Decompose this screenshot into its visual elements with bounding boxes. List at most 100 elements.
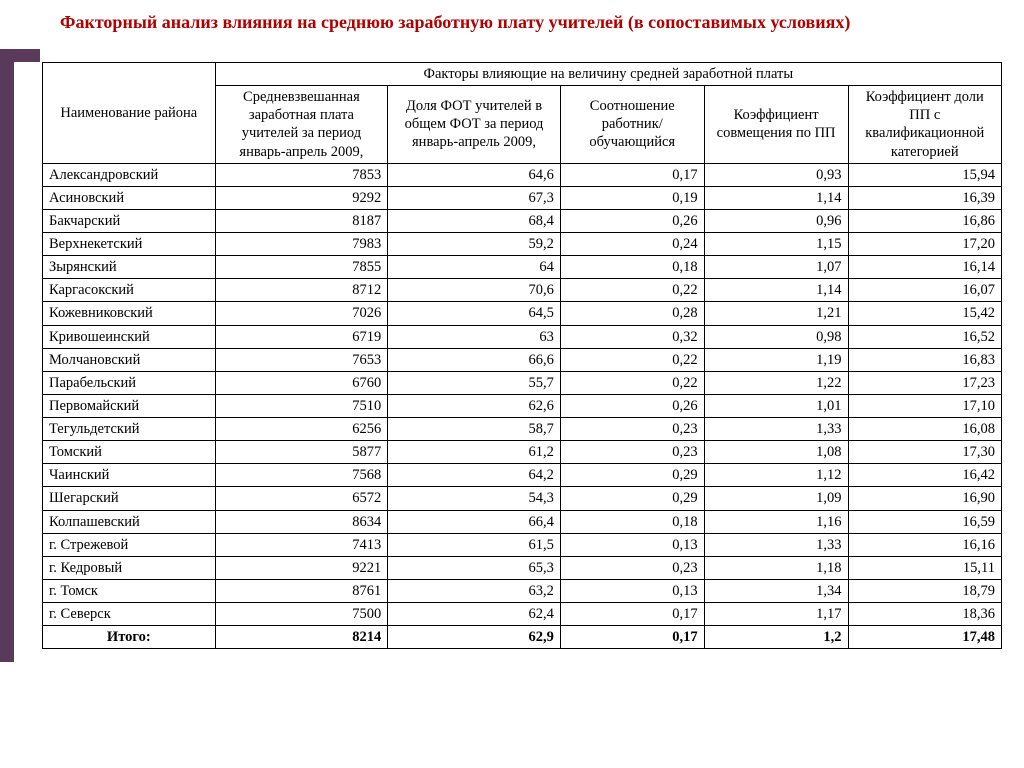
accent-bar-left <box>0 62 14 662</box>
cell-c1: 5877 <box>215 441 388 464</box>
cell-total-c2: 62,9 <box>388 626 561 649</box>
cell-name: Зырянский <box>43 256 216 279</box>
th-factors-group: Факторы влияющие на величину средней зар… <box>215 63 1001 86</box>
table-row: Асиновский929267,30,191,1416,39 <box>43 186 1002 209</box>
cell-c1: 8187 <box>215 209 388 232</box>
cell-c3: 0,13 <box>560 533 704 556</box>
cell-total-c3: 0,17 <box>560 626 704 649</box>
cell-c4: 1,33 <box>704 533 848 556</box>
cell-c5: 15,94 <box>848 163 1001 186</box>
cell-name: Кривошеинский <box>43 325 216 348</box>
cell-c2: 62,4 <box>388 603 561 626</box>
cell-c2: 54,3 <box>388 487 561 510</box>
cell-c4: 1,18 <box>704 556 848 579</box>
cell-name: Каргасокский <box>43 279 216 302</box>
cell-c4: 1,14 <box>704 279 848 302</box>
cell-c4: 1,01 <box>704 394 848 417</box>
cell-c5: 16,42 <box>848 464 1001 487</box>
cell-c3: 0,22 <box>560 371 704 394</box>
table-row: г. Северск750062,40,171,1718,36 <box>43 603 1002 626</box>
cell-c3: 0,17 <box>560 163 704 186</box>
cell-c5: 18,79 <box>848 579 1001 602</box>
cell-c5: 17,20 <box>848 233 1001 256</box>
cell-c2: 61,5 <box>388 533 561 556</box>
cell-c5: 18,36 <box>848 603 1001 626</box>
cell-c2: 63 <box>388 325 561 348</box>
cell-name: Асиновский <box>43 186 216 209</box>
th-col3: Соотношение работник/обучающийся <box>560 86 704 164</box>
cell-c4: 1,16 <box>704 510 848 533</box>
cell-c2: 66,4 <box>388 510 561 533</box>
cell-c1: 8712 <box>215 279 388 302</box>
cell-c2: 65,3 <box>388 556 561 579</box>
table-row: Томский587761,20,231,0817,30 <box>43 441 1002 464</box>
cell-name: г. Стрежевой <box>43 533 216 556</box>
cell-c2: 67,3 <box>388 186 561 209</box>
cell-c3: 0,17 <box>560 603 704 626</box>
table-row: Кривошеинский6719630,320,9816,52 <box>43 325 1002 348</box>
cell-c4: 1,17 <box>704 603 848 626</box>
table-row: Александровский785364,60,170,9315,94 <box>43 163 1002 186</box>
cell-name: Кожевниковский <box>43 302 216 325</box>
table-row: Чаинский756864,20,291,1216,42 <box>43 464 1002 487</box>
cell-c2: 63,2 <box>388 579 561 602</box>
cell-c1: 7855 <box>215 256 388 279</box>
cell-c2: 58,7 <box>388 418 561 441</box>
cell-c2: 66,6 <box>388 348 561 371</box>
cell-name: Александровский <box>43 163 216 186</box>
table-row: Парабельский676055,70,221,2217,23 <box>43 371 1002 394</box>
cell-c1: 7510 <box>215 394 388 417</box>
cell-name: Верхнекетский <box>43 233 216 256</box>
table-row: Молчановский765366,60,221,1916,83 <box>43 348 1002 371</box>
table-row: Каргасокский871270,60,221,1416,07 <box>43 279 1002 302</box>
cell-c1: 7500 <box>215 603 388 626</box>
cell-name: г. Томск <box>43 579 216 602</box>
table-row: Шегарский657254,30,291,0916,90 <box>43 487 1002 510</box>
cell-c4: 1,09 <box>704 487 848 510</box>
cell-c2: 64,5 <box>388 302 561 325</box>
cell-c5: 16,86 <box>848 209 1001 232</box>
cell-c4: 0,96 <box>704 209 848 232</box>
th-col1: Средневзвешанная заработная плата учител… <box>215 86 388 164</box>
cell-c4: 1,07 <box>704 256 848 279</box>
cell-c2: 61,2 <box>388 441 561 464</box>
cell-name: Колпашевский <box>43 510 216 533</box>
cell-total-c4: 1,2 <box>704 626 848 649</box>
table-row: Тегульдетский625658,70,231,3316,08 <box>43 418 1002 441</box>
cell-c5: 16,59 <box>848 510 1001 533</box>
cell-c5: 16,52 <box>848 325 1001 348</box>
cell-c5: 16,83 <box>848 348 1001 371</box>
cell-c5: 17,23 <box>848 371 1001 394</box>
cell-c3: 0,23 <box>560 556 704 579</box>
table-row: Первомайский751062,60,261,0117,10 <box>43 394 1002 417</box>
cell-c5: 16,08 <box>848 418 1001 441</box>
th-col2: Доля ФОТ учителей в общем ФОТ за период … <box>388 86 561 164</box>
cell-c2: 62,6 <box>388 394 561 417</box>
cell-c3: 0,18 <box>560 256 704 279</box>
cell-c1: 9292 <box>215 186 388 209</box>
cell-c1: 6572 <box>215 487 388 510</box>
cell-c2: 64,2 <box>388 464 561 487</box>
cell-name: г. Кедровый <box>43 556 216 579</box>
cell-c1: 6760 <box>215 371 388 394</box>
table-row: Кожевниковский702664,50,281,2115,42 <box>43 302 1002 325</box>
cell-c5: 17,10 <box>848 394 1001 417</box>
cell-c2: 64,6 <box>388 163 561 186</box>
cell-c3: 0,22 <box>560 348 704 371</box>
cell-c3: 0,22 <box>560 279 704 302</box>
th-district: Наименование района <box>43 63 216 164</box>
cell-c1: 7983 <box>215 233 388 256</box>
data-table: Наименование района Факторы влияющие на … <box>42 62 1002 649</box>
cell-c1: 6256 <box>215 418 388 441</box>
table-row: г. Кедровый922165,30,231,1815,11 <box>43 556 1002 579</box>
cell-name: Шегарский <box>43 487 216 510</box>
table-row: Верхнекетский798359,20,241,1517,20 <box>43 233 1002 256</box>
cell-c5: 17,30 <box>848 441 1001 464</box>
cell-name: Чаинский <box>43 464 216 487</box>
cell-name: Молчановский <box>43 348 216 371</box>
cell-c5: 16,39 <box>848 186 1001 209</box>
cell-c4: 1,12 <box>704 464 848 487</box>
cell-c1: 7653 <box>215 348 388 371</box>
cell-c3: 0,32 <box>560 325 704 348</box>
cell-c3: 0,28 <box>560 302 704 325</box>
